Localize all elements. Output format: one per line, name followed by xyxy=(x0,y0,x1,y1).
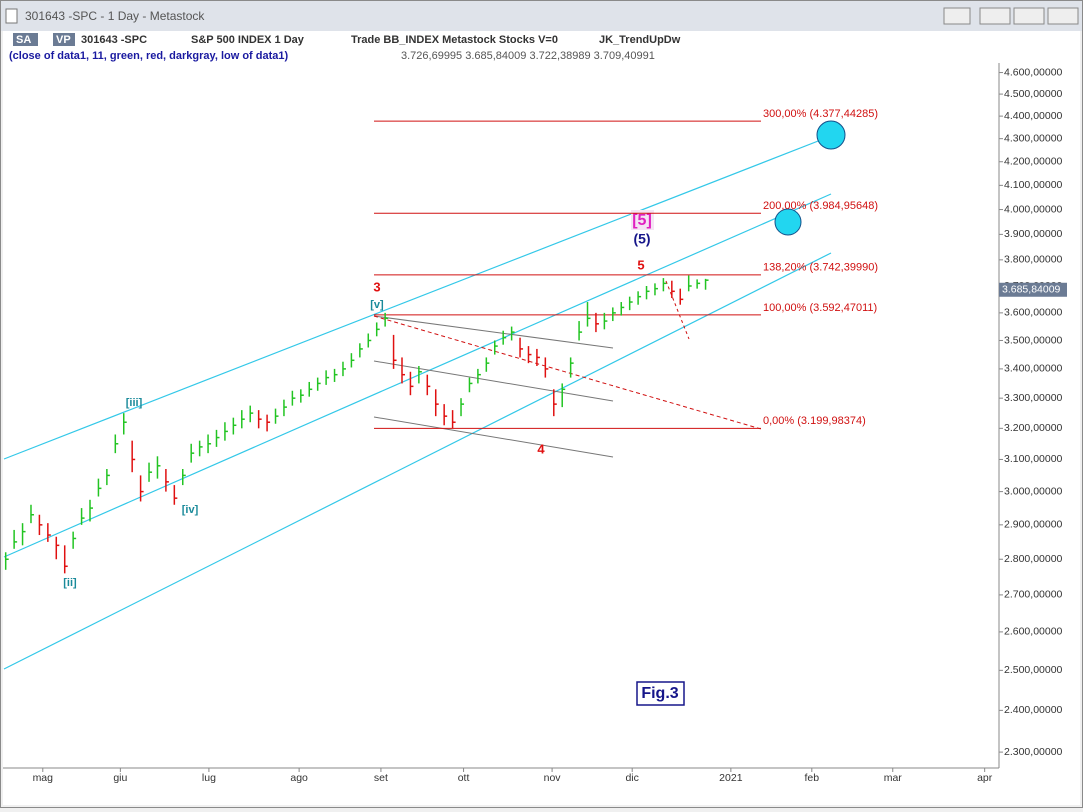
x-tick-label: nov xyxy=(544,772,562,784)
wave-label: [ii] xyxy=(63,577,77,589)
fib-label: 138,20% (3.742,39990) xyxy=(763,262,878,274)
y-tick-label: 3.100,00000 xyxy=(1004,453,1063,465)
y-tick-label: 2.700,00000 xyxy=(1004,589,1063,601)
y-tick-label: 4.300,00000 xyxy=(1004,132,1063,144)
y-tick-label: 3.200,00000 xyxy=(1004,422,1063,434)
y-tick-label: 4.200,00000 xyxy=(1004,156,1063,168)
price-marker-label: 3.685,84009 xyxy=(1002,284,1061,296)
y-tick-label: 3.400,00000 xyxy=(1004,363,1063,375)
wave-label: (5) xyxy=(633,231,650,247)
y-tick-label: 4.000,00000 xyxy=(1004,203,1063,215)
x-tick-label: mar xyxy=(884,772,903,784)
wave-label: 3 xyxy=(373,279,380,294)
wave-label: [iv] xyxy=(182,504,199,516)
window-buttons[interactable] xyxy=(943,7,1079,25)
y-tick-label: 4.600,00000 xyxy=(1004,66,1063,78)
x-tick-label: mag xyxy=(33,772,54,784)
y-tick-label: 3.900,00000 xyxy=(1004,228,1063,240)
y-tick-label: 3.300,00000 xyxy=(1004,392,1063,404)
wave-label: [v] xyxy=(370,299,384,311)
fib-label: 200,00% (3.984,95648) xyxy=(763,200,878,212)
x-tick-label: feb xyxy=(805,772,820,784)
title-bar xyxy=(1,1,1082,31)
figure-label: Fig.3 xyxy=(641,685,678,702)
fib-label: 300,00% (4.377,44285) xyxy=(763,108,878,120)
toolbar-item: Trade BB_INDEX Metastock Stocks V=0 xyxy=(351,34,558,46)
wave-label: 4 xyxy=(537,441,545,456)
chart-area xyxy=(3,31,1080,805)
fib-label: 0,00% (3.199,98374) xyxy=(763,415,866,427)
toolbar-item: JK_TrendUpDw xyxy=(599,34,681,46)
indicator: (close of data1, 11, green, red, darkgra… xyxy=(9,50,288,62)
wave-label: 5 xyxy=(637,257,644,272)
channel xyxy=(3,135,832,670)
vp-button[interactable] xyxy=(53,33,75,46)
y-tick-label: 3.600,00000 xyxy=(1004,307,1063,319)
fig-box xyxy=(636,681,685,706)
window-title: 301643 -SPC - 1 Day - Metastock xyxy=(25,9,205,23)
toolbar-item[interactable]: VP xyxy=(56,34,71,46)
target xyxy=(774,208,802,236)
sa-button[interactable] xyxy=(13,33,38,46)
x-tick-label: lug xyxy=(202,772,216,784)
y-tick-label: 2.600,00000 xyxy=(1004,626,1063,638)
y-tick-label: 2.800,00000 xyxy=(1004,553,1063,565)
y-tick-label: 3.000,00000 xyxy=(1004,485,1063,497)
indicator-values: 3.726,69995 3.685,84009 3.722,38989 3.70… xyxy=(401,50,655,62)
app-icon xyxy=(5,8,18,24)
toolbar-item: S&P 500 INDEX 1 Day xyxy=(191,34,305,46)
y-tick-label: 3.800,00000 xyxy=(1004,254,1063,266)
x-tick-label: set xyxy=(374,772,388,784)
y-tick-label: 2.900,00000 xyxy=(1004,519,1063,531)
price-marker xyxy=(999,282,1067,297)
target xyxy=(816,120,846,150)
y-tick-label: 3.500,00000 xyxy=(1004,334,1063,346)
x-tick-label: apr xyxy=(977,772,993,784)
y-tick-label: 2.400,00000 xyxy=(1004,704,1063,716)
y-tick-label: 2.500,00000 xyxy=(1004,664,1063,676)
wave-label: [iii] xyxy=(126,397,143,409)
fib-label: 100,00% (3.592,47011) xyxy=(763,302,877,314)
y-tick-label: 2.300,00000 xyxy=(1004,746,1063,758)
wave-label: [5] xyxy=(632,212,652,229)
x-tick-label: 2021 xyxy=(719,772,743,784)
projection xyxy=(665,280,690,340)
toolbar-item[interactable]: SA xyxy=(16,34,31,46)
x-tick-label: ott xyxy=(458,772,470,784)
y-tick-label: 4.400,00000 xyxy=(1004,110,1063,122)
toolbar-item: 301643 -SPC xyxy=(81,34,147,46)
x-tick-label: ago xyxy=(290,772,308,784)
wave-box xyxy=(631,210,654,230)
y-tick-label: 4.100,00000 xyxy=(1004,179,1063,191)
y-tick-label: 4.500,00000 xyxy=(1004,88,1063,100)
x-tick-label: giu xyxy=(113,772,127,784)
gray-channel xyxy=(373,315,614,458)
x-tick-label: dic xyxy=(625,772,638,784)
